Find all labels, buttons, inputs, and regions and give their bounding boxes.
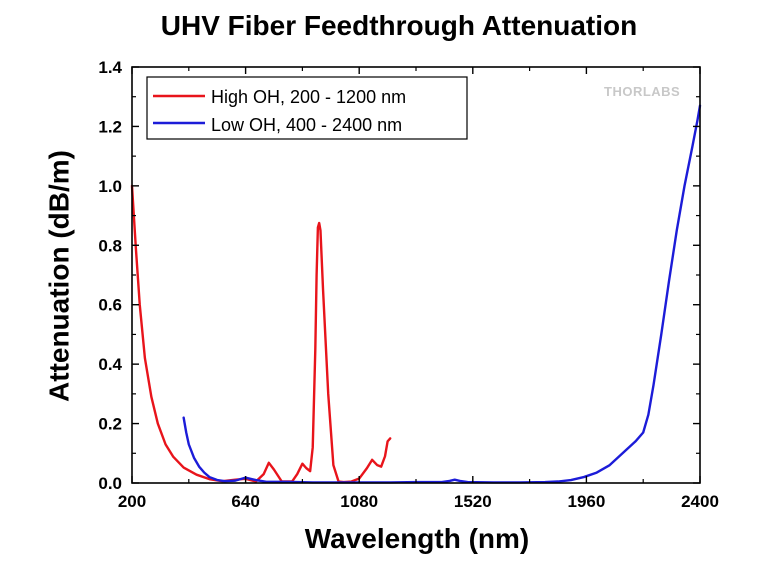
x-tick-label: 1080 <box>340 492 378 511</box>
legend-label-high-oh: High OH, 200 - 1200 nm <box>211 87 406 107</box>
y-tick-label: 0.6 <box>98 296 122 315</box>
thorlabs-watermark: THORLABS <box>604 84 680 99</box>
axes-ticks: 0.0 0.2 0.4 0.6 0.8 1.0 1.2 1.4 200 640 1080 1520 19… <box>98 58 719 511</box>
x-tick-label: 1520 <box>454 492 492 511</box>
x-tick-label: 1960 <box>567 492 605 511</box>
y-tick-label: 1.0 <box>98 177 122 196</box>
legend: High OH, 200 - 1200 nm Low OH, 400 - 240… <box>146 76 468 140</box>
y-tick-label: 0.2 <box>98 415 122 434</box>
y-tick-label: 0.8 <box>98 236 122 255</box>
x-tick-label: 2400 <box>681 492 719 511</box>
y-tick-label: 1.4 <box>98 58 122 77</box>
y-axis-label: Attenuation (dB/m) <box>43 150 74 402</box>
series-line-low-oh <box>182 104 702 484</box>
plot-frame <box>131 66 701 484</box>
legend-box <box>146 76 468 140</box>
x-axis-label: Wavelength (nm) <box>305 523 530 554</box>
x-tick-label: 200 <box>118 492 146 511</box>
series-line-high-oh <box>130 184 392 484</box>
chart-title: UHV Fiber Feedthrough Attenuation <box>161 10 638 41</box>
legend-label-low-oh: Low OH, 400 - 2400 nm <box>211 115 402 135</box>
y-tick-label: 0.0 <box>98 474 122 493</box>
series-group <box>130 104 702 484</box>
y-tick-label: 1.2 <box>98 117 122 136</box>
x-tick-label: 640 <box>231 492 259 511</box>
y-tick-label: 0.4 <box>98 355 122 374</box>
